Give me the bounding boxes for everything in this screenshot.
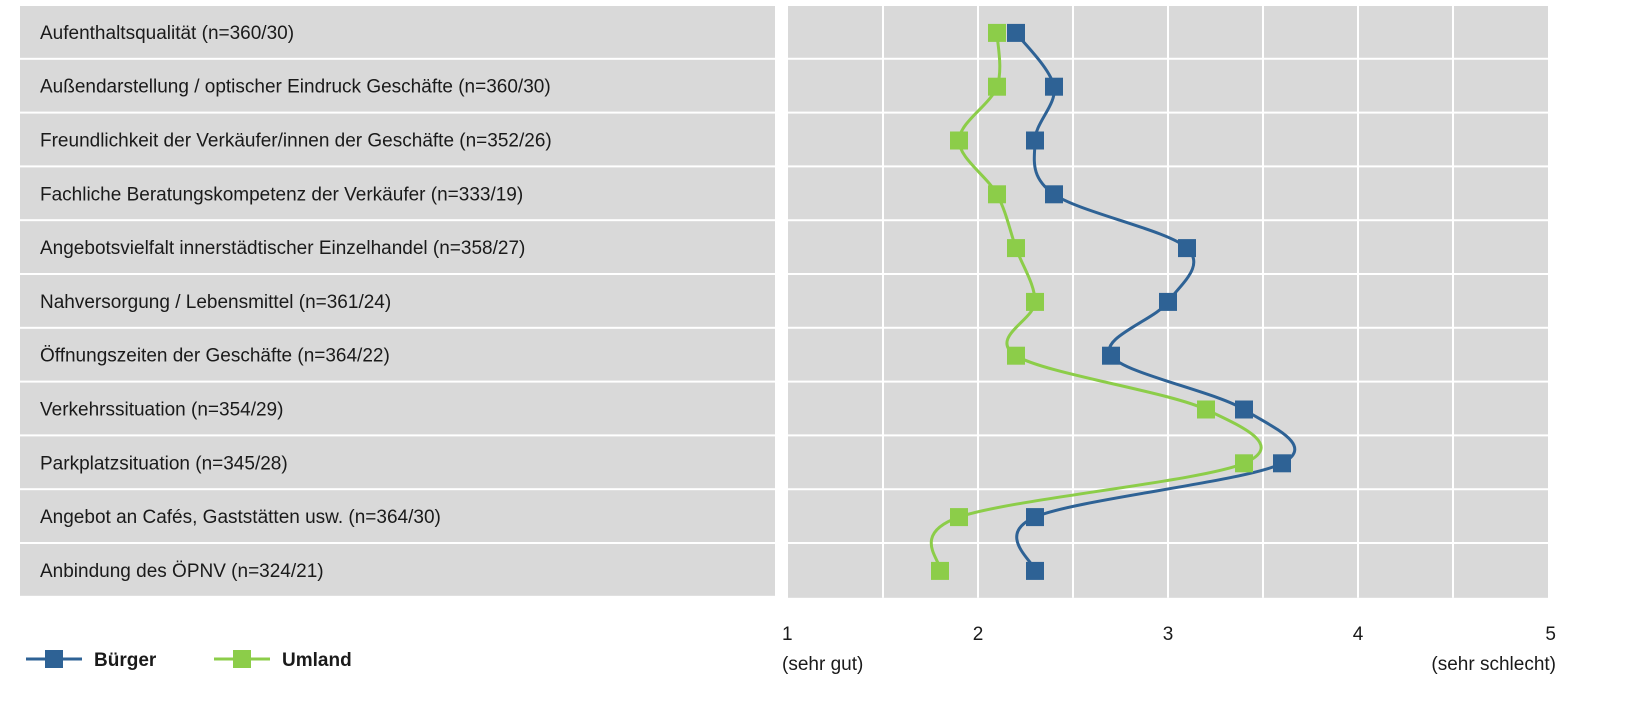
legend-label: Umland [282,650,352,671]
legend-marker-umland [233,650,251,668]
data-point-bürger [1045,185,1063,204]
category-row-background [20,436,775,489]
x-tick-label: 5 [1545,624,1556,645]
category-label: Angebot an Cafés, Gaststätten usw. (n=36… [40,507,441,528]
x-tick-sublabel: (sehr schlecht) [1431,654,1556,675]
category-label: Parkplatzsituation (n=345/28) [40,453,288,474]
category-label: Fachliche Beratungskompetenz der Verkäuf… [40,184,523,205]
data-point-bürger [1235,400,1253,419]
data-point-bürger [1026,131,1044,150]
category-label: Außendarstellung / optischer Eindruck Ge… [40,77,551,98]
category-row-background [20,544,775,596]
category-label: Aufenthaltsqualität (n=360/30) [40,23,294,44]
x-tick-label: 3 [1163,624,1174,645]
x-tick-label: 1 [782,624,793,645]
category-row-background [20,275,775,327]
category-row-background [20,6,775,58]
data-point-umland [950,508,968,527]
data-point-umland [1235,454,1253,473]
category-label: Nahversorgung / Lebensmittel (n=361/24) [40,292,391,313]
data-point-bürger [1007,23,1025,42]
category-row-background [20,221,775,273]
category-label: Angebotsvielfalt innerstädtischer Einzel… [40,238,525,259]
data-point-bürger [1178,239,1196,258]
category-label: Öffnungszeiten der Geschäfte (n=364/22) [40,346,390,367]
category-row-background [20,167,775,220]
category-label: Anbindung des ÖPNV (n=324/21) [40,561,324,582]
data-point-umland [988,23,1006,42]
data-point-umland [1007,239,1025,258]
data-point-bürger [1159,292,1177,311]
legend-label: Bürger [94,650,157,671]
data-point-bürger [1026,508,1044,527]
data-point-bürger [1045,77,1063,96]
category-label: Verkehrssituation (n=354/29) [40,400,283,421]
category-label: Freundlichkeit der Verkäufer/innen der G… [40,131,552,152]
data-point-bürger [1026,561,1044,580]
legend-marker-bürger [45,650,63,668]
category-row-background [20,328,775,381]
category-row-background [20,59,775,112]
category-row-background [20,490,775,542]
data-point-umland [988,185,1006,204]
data-point-bürger [1102,346,1120,365]
data-point-umland [1197,400,1215,419]
x-tick-label: 4 [1353,624,1364,645]
x-tick-label: 2 [973,624,984,645]
data-point-umland [950,131,968,150]
data-point-bürger [1273,454,1291,473]
category-row-background [20,113,775,166]
category-row-background [20,382,775,435]
data-point-umland [988,77,1006,96]
data-point-umland [931,561,949,580]
x-tick-sublabel: (sehr gut) [782,654,863,675]
data-point-umland [1007,346,1025,365]
data-point-umland [1026,292,1044,311]
